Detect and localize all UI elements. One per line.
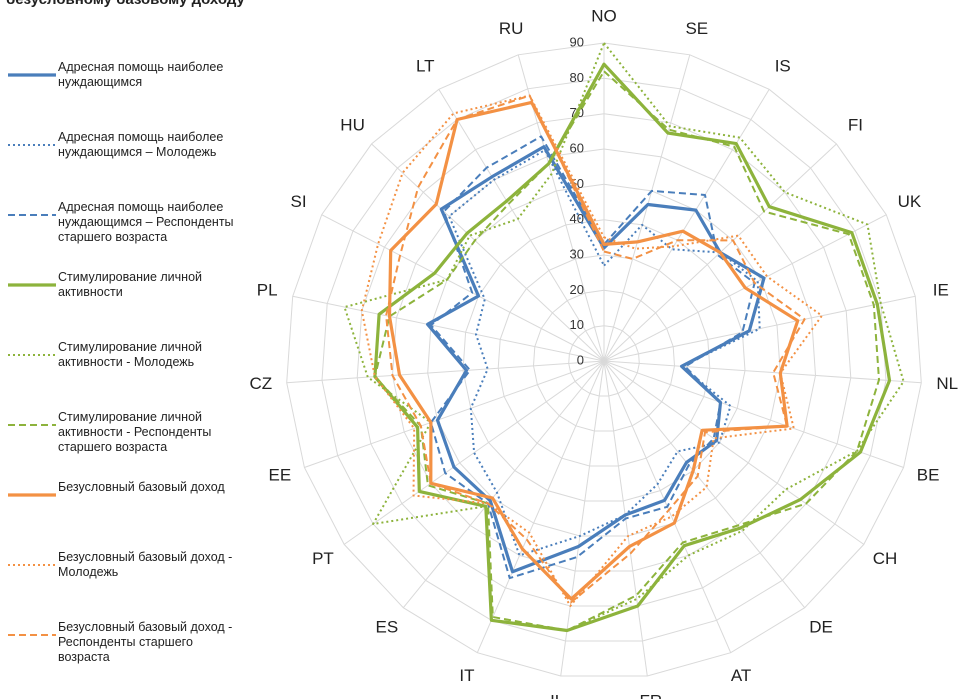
category-label: HU	[340, 116, 365, 135]
tick-label: 20	[570, 282, 584, 297]
spoke	[603, 360, 806, 608]
category-label: SI	[291, 192, 307, 211]
tick-label: 40	[570, 211, 584, 226]
spoke	[402, 360, 605, 608]
grid-ring	[497, 254, 711, 467]
spoke	[371, 143, 605, 362]
legend-label: Адресная помощь наиболее нуждающимся – М…	[58, 130, 224, 159]
spoke	[343, 360, 605, 545]
legend-label: Адресная помощь наиболее нуждающимся	[58, 60, 224, 89]
legend-label: Безусловный базовый доход - Молодежь	[58, 550, 233, 579]
legend-swatch	[8, 73, 56, 77]
category-label: ES	[376, 617, 399, 636]
spoke	[603, 295, 916, 362]
tick-label: 30	[570, 246, 584, 261]
legend-item: Адресная помощь наиболее нуждающимся	[8, 60, 248, 128]
legend-item: Стимулирование личной активности - Молод…	[8, 340, 248, 408]
spoke	[286, 360, 605, 384]
legend-swatch	[8, 493, 56, 497]
category-label: AT	[731, 666, 751, 685]
spoke	[603, 360, 865, 545]
category-label: SE	[685, 19, 708, 38]
category-label: PL	[257, 280, 278, 299]
series-line	[385, 94, 806, 604]
series-line	[373, 62, 892, 633]
spoke	[603, 54, 691, 362]
chart-title: безусловному базовому доходу	[6, 0, 246, 8]
legend-swatch	[8, 354, 56, 356]
category-label: EE	[269, 466, 292, 485]
legend-swatch	[8, 634, 56, 636]
series-line	[387, 100, 800, 601]
series-line	[343, 42, 905, 632]
legend-label: Стимулирование личной активности - Молод…	[58, 340, 203, 369]
category-label: DE	[809, 617, 833, 636]
legend-item: Безусловный базовый доход	[8, 480, 248, 548]
category-label: FI	[848, 116, 863, 135]
tick-label: 0	[577, 352, 584, 367]
legend-item: Стимулирование личной активности	[8, 270, 248, 338]
series-line	[426, 145, 766, 574]
category-label: IL	[550, 691, 564, 699]
category-label: CZ	[249, 374, 272, 393]
tick-label: 60	[570, 140, 584, 155]
series-line	[429, 135, 756, 580]
legend-label: Безусловный базовый доход	[58, 480, 225, 494]
legend-item: Адресная помощь наиболее нуждающимся – Р…	[8, 200, 248, 268]
legend-label: Адресная помощь наиболее нуждающимся – Р…	[58, 200, 234, 244]
grid-ring	[568, 325, 640, 397]
legend-swatch	[8, 564, 56, 566]
spoke	[304, 360, 605, 468]
grid-ring	[356, 113, 852, 607]
spoke	[603, 360, 904, 468]
category-label: CH	[873, 549, 898, 568]
category-label: FR	[640, 691, 663, 699]
grid-ring	[286, 42, 922, 677]
legend-swatch	[8, 214, 56, 216]
spoke	[476, 360, 605, 653]
category-label: NL	[936, 374, 958, 393]
tick-label: 90	[570, 34, 584, 49]
legend-item: Безусловный базовый доход - Респонденты …	[8, 620, 248, 688]
series-line	[448, 149, 761, 557]
spoke	[603, 360, 922, 384]
legend-label: Безусловный базовый доход - Респонденты …	[58, 620, 233, 664]
legend-swatch	[8, 283, 56, 287]
category-label: IS	[775, 57, 791, 76]
category-label: RU	[499, 19, 524, 38]
legend-item: Стимулирование личной активности - Респо…	[8, 410, 248, 478]
category-label: PT	[312, 549, 334, 568]
spoke	[292, 295, 605, 362]
legend-swatch	[8, 424, 56, 426]
tick-label: 80	[570, 70, 584, 85]
grid-ring	[321, 77, 887, 642]
category-label: IT	[459, 666, 474, 685]
spoke	[321, 214, 605, 362]
category-label: NO	[591, 6, 617, 25]
tick-label: 10	[570, 317, 584, 332]
spoke	[560, 360, 605, 677]
category-label: IE	[933, 280, 949, 299]
legend-label: Стимулирование личной активности	[58, 270, 203, 299]
spoke	[603, 89, 770, 362]
legend-label: Стимулирование личной активности - Респо…	[58, 410, 212, 454]
category-label: LT	[416, 57, 435, 76]
category-label: UK	[898, 192, 922, 211]
legend-swatch	[8, 144, 56, 146]
series-line	[373, 70, 880, 632]
category-label: BE	[917, 466, 940, 485]
series-line	[360, 94, 823, 607]
legend-item: Безусловный базовый доход - Молодежь	[8, 550, 248, 618]
legend-item: Адресная помощь наиболее нуждающимся – М…	[8, 130, 248, 198]
grid-ring	[532, 289, 676, 432]
spoke	[438, 89, 605, 362]
